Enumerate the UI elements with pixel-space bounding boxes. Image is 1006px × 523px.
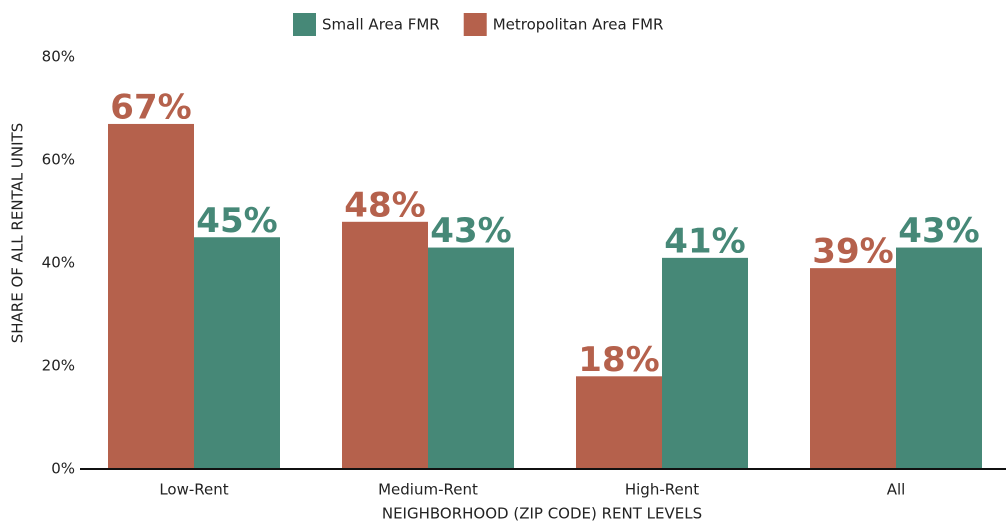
legend-swatch: [463, 13, 487, 36]
legend-swatch: [293, 13, 316, 36]
y-tick-label: 0%: [51, 460, 75, 478]
x-tick-label: High-Rent: [625, 481, 699, 499]
y-tick-label: 80%: [42, 48, 75, 66]
value-label: 67%: [110, 87, 191, 127]
y-tick-label: 60%: [42, 151, 75, 169]
value-label: 45%: [196, 201, 277, 241]
x-tick-label: All: [887, 481, 906, 499]
legend-label: Small Area FMR: [322, 16, 440, 34]
x-tick-label: Low-Rent: [159, 481, 228, 499]
bar: [810, 268, 896, 469]
value-label: 41%: [664, 221, 745, 261]
value-label: 39%: [812, 232, 893, 272]
bar: [342, 221, 428, 469]
value-label: 43%: [430, 211, 511, 251]
x-tick-label: Medium-Rent: [378, 481, 478, 499]
value-label: 48%: [344, 185, 425, 225]
bar: [576, 376, 662, 469]
bar: [896, 247, 982, 469]
bar: [662, 257, 748, 469]
bar: [108, 123, 194, 469]
value-label: 43%: [898, 211, 979, 251]
y-tick-label: 20%: [42, 357, 75, 375]
y-axis-title: SHARE OF ALL RENTAL UNITS: [9, 123, 27, 344]
x-axis-title: NEIGHBORHOOD (ZIP CODE) RENT LEVELS: [382, 505, 702, 523]
bar: [194, 237, 280, 469]
bar: [428, 247, 514, 469]
value-label: 18%: [578, 340, 659, 380]
y-tick-label: 40%: [42, 254, 75, 272]
legend-label: Metropolitan Area FMR: [493, 16, 664, 34]
